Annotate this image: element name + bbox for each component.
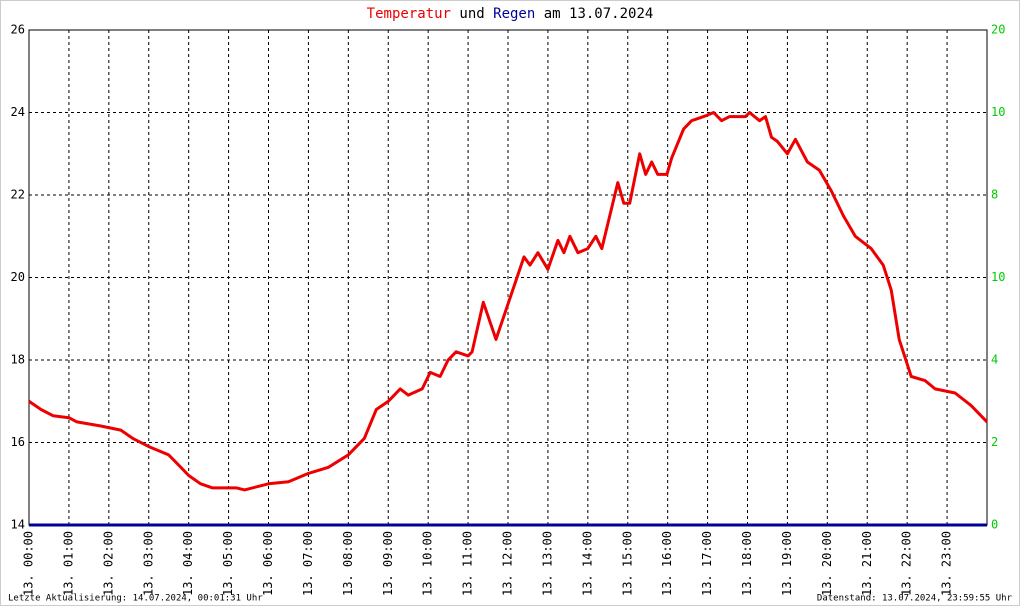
x-tick-label: 13. 14:00 (580, 531, 594, 596)
y-tick-label: 18 (11, 353, 25, 367)
x-tick-label: 13. 20:00 (820, 531, 834, 596)
title-part: am 13.07.2024 (544, 6, 654, 22)
x-tick-label: 13. 07:00 (301, 531, 315, 596)
y2-tick-label: 2 (991, 435, 998, 449)
line-series (28, 111, 989, 492)
x-tick-label: 13. 06:00 (261, 531, 275, 596)
x-tick-label: 13. 16:00 (660, 531, 674, 596)
title-part: und (459, 6, 484, 22)
y-tick-label: 26 (11, 23, 25, 37)
x-tick-label: 13. 03:00 (141, 531, 155, 596)
x-tick-label: 13. 01:00 (61, 531, 75, 596)
x-tick-label: 13. 18:00 (740, 531, 754, 596)
x-tick-label: 13. 17:00 (700, 531, 714, 596)
x-tick-label: 13. 21:00 (860, 531, 874, 596)
x-tick-label: 13. 15:00 (620, 531, 634, 596)
x-tick-label: 13. 04:00 (181, 531, 195, 596)
x-tick-label: 13. 13:00 (540, 531, 554, 596)
y-tick-label: 24 (11, 105, 25, 119)
title-part: Regen (493, 6, 535, 22)
chart-title: Temperatur und Regen am 13.07.2024 (367, 6, 654, 22)
x-tick-label: 13. 11:00 (461, 531, 475, 596)
x-tick-label: 13. 09:00 (381, 531, 395, 596)
x-tick-label: 13. 12:00 (501, 531, 515, 596)
x-tick-label: 13. 02:00 (101, 531, 115, 596)
y2-tick-label: 20 (991, 23, 1005, 37)
x-tick-label: 13. 19:00 (780, 531, 794, 596)
y-tick-label: 20 (11, 270, 25, 284)
y-tick-label: 16 (11, 435, 25, 449)
footer-right: Datenstand: 13.07.2024, 23:59:55 Uhr (817, 594, 1013, 604)
y2-tick-label: 4 (991, 353, 998, 367)
y2-tick-label: 10 (991, 105, 1005, 119)
x-tick-label: 13. 22:00 (900, 531, 914, 596)
title-part: Temperatur (367, 6, 451, 22)
y2-tick-label: 10 (991, 270, 1005, 284)
footer-left: Letzte Aktualisierung: 14.07.2024, 00:01… (8, 594, 263, 604)
x-tick-label: 13. 23:00 (940, 531, 954, 596)
x-tick-label: 13. 10:00 (421, 531, 435, 596)
y-tick-label: 22 (11, 188, 25, 202)
y2-tick-label: 8 (991, 188, 998, 202)
x-tick-label: 13. 05:00 (221, 531, 235, 596)
x-tick-label: 13. 00:00 (22, 531, 36, 596)
y2-tick-label: 0 (991, 518, 998, 532)
y-tick-label: 14 (11, 518, 25, 532)
x-tick-label: 13. 08:00 (341, 531, 355, 596)
